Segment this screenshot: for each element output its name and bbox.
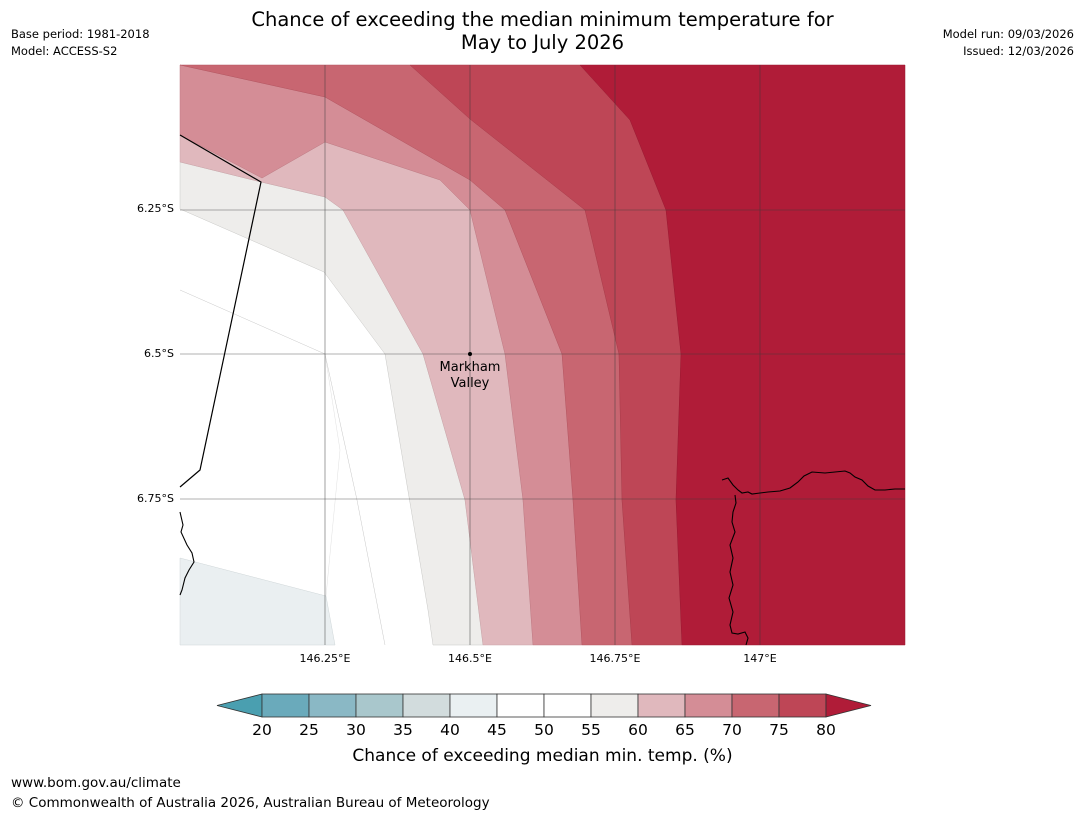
colorbar-tick-label: 55 [581, 721, 601, 739]
colorbar-segment [637, 693, 686, 718]
coastline-east [721, 470, 905, 495]
footer-url: www.bom.gov.au/climate [11, 775, 181, 791]
contour-50 [179, 289, 386, 646]
lon-label-147: 147°E [743, 652, 777, 665]
lon-label-146-25: 146.25°E [299, 652, 351, 665]
place-label: Markham Valley [430, 360, 510, 392]
province-boundary [179, 134, 262, 488]
colorbar-tick-label: 35 [393, 721, 413, 739]
colorbar-tick-label: 65 [675, 721, 695, 739]
colorbar-tick-label: 25 [299, 721, 319, 739]
colorbar-graphic [216, 693, 872, 718]
colorbar-segment [308, 693, 357, 718]
colorbar-tick-label: 40 [440, 721, 460, 739]
lon-label-146-75: 146.75°E [589, 652, 641, 665]
colorbar-segment [778, 693, 827, 718]
colorbar-tick-label: 20 [252, 721, 272, 739]
meta-left: Base period: 1981-2018 Model: ACCESS-S2 [11, 26, 150, 60]
colorbar-segment [261, 693, 310, 718]
gridlines [180, 65, 905, 645]
footer-copyright: © Commonwealth of Australia 2026, Austra… [11, 795, 490, 811]
colorbar-extend-high [825, 693, 872, 718]
colorbar-tick-label: 80 [816, 721, 836, 739]
colorbar-segment [496, 693, 545, 718]
model-name: Model: ACCESS-S2 [11, 44, 118, 58]
title-line-2: May to July 2026 [460, 31, 625, 54]
band-45 [179, 557, 336, 646]
colorbar-segment [543, 693, 592, 718]
colorbar-tick-label: 50 [534, 721, 554, 739]
colorbar-segment [402, 693, 451, 718]
meta-right: Model run: 09/03/2026 Issued: 12/03/2026 [943, 26, 1074, 60]
colorbar-segment [355, 693, 404, 718]
coastline-west [179, 511, 195, 596]
lat-label-6-5: 6.5°S [144, 347, 174, 360]
lat-label-6-25: 6.25°S [137, 202, 174, 215]
colorbar-segment [731, 693, 780, 718]
place-name-line-1: Markham [439, 360, 501, 375]
place-marker [468, 352, 472, 356]
title-line-1: Chance of exceeding the median minimum t… [251, 8, 834, 31]
colorbar-title: Chance of exceeding median min. temp. (%… [352, 746, 733, 766]
colorbar-tick-label: 30 [346, 721, 366, 739]
colorbar-tick-label: 45 [487, 721, 507, 739]
contour-45 [324, 353, 341, 597]
lon-label-146-5: 146.5°E [448, 652, 492, 665]
map-panel [179, 64, 906, 646]
lat-label-6-75: 6.75°S [137, 492, 174, 505]
base-period: Base period: 1981-2018 [11, 27, 150, 41]
colorbar-tick-label: 60 [628, 721, 648, 739]
colorbar-segment [449, 693, 498, 718]
model-run: Model run: 09/03/2026 [942, 27, 1074, 41]
colorbar-segment [590, 693, 639, 718]
coastline-south [728, 494, 749, 646]
colorbar-extend-low [216, 693, 263, 718]
colorbar-tick-label: 75 [769, 721, 789, 739]
issued-date: Issued: 12/03/2026 [963, 44, 1074, 58]
colorbar-tick-label: 70 [722, 721, 742, 739]
place-name-line-2: Valley [450, 376, 490, 391]
chart-title: Chance of exceeding the median minimum t… [0, 8, 1085, 54]
colorbar-segment [684, 693, 733, 718]
